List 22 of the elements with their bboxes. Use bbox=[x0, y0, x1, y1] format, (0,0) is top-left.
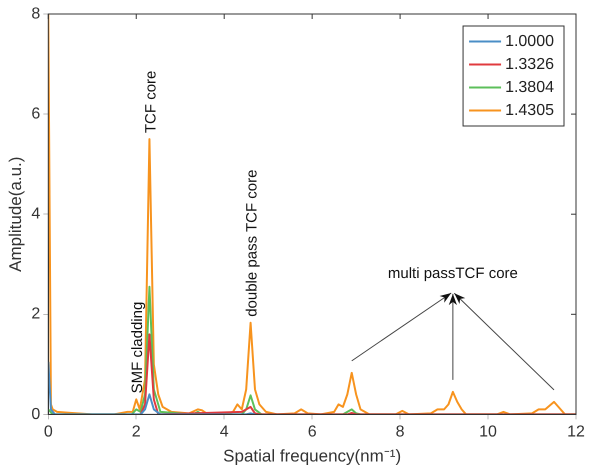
x-tick-label: 4 bbox=[220, 423, 229, 440]
legend-label: 1.3804 bbox=[505, 78, 554, 96]
x-tick-label: 0 bbox=[44, 423, 53, 440]
annotation: double pass TCF core bbox=[244, 169, 261, 317]
y-tick-label: 8 bbox=[31, 5, 40, 22]
x-axis-title: Spatial frequency(nm⁻¹) bbox=[223, 446, 402, 466]
y-tick-label: 4 bbox=[31, 206, 40, 223]
y-axis-title: Amplitude(a.u.) bbox=[6, 156, 25, 272]
x-tick-label: 12 bbox=[567, 423, 585, 440]
y-tick-label: 6 bbox=[31, 106, 40, 123]
y-tick-label: 0 bbox=[31, 406, 40, 423]
annotation: SMF cladding bbox=[129, 302, 146, 394]
x-tick-label: 8 bbox=[396, 423, 405, 440]
x-tick-label: 2 bbox=[132, 423, 141, 440]
x-tick-label: 6 bbox=[308, 423, 317, 440]
annotation: multi passTCF core bbox=[388, 264, 518, 282]
y-tick-label: 2 bbox=[31, 306, 40, 323]
legend-label: 1.3326 bbox=[505, 56, 554, 73]
x-tick-label: 10 bbox=[479, 423, 498, 440]
legend-label: 1.4305 bbox=[505, 102, 554, 119]
legend-label: 1.0000 bbox=[505, 32, 554, 50]
annotation: TCF core bbox=[142, 70, 160, 134]
